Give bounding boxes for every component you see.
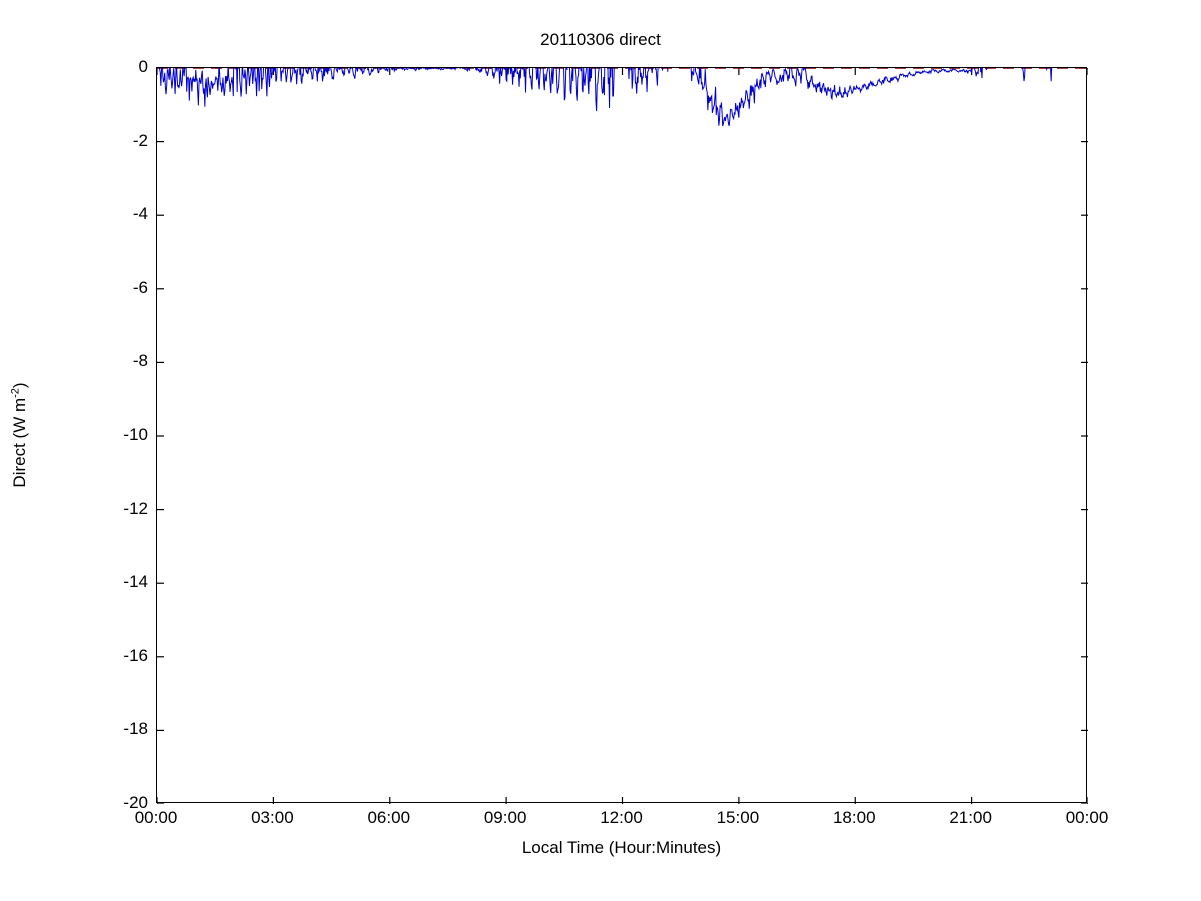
y-tick-label: -6	[132, 277, 148, 297]
x-axis-title: Local Time (Hour:Minutes)	[521, 838, 722, 857]
x-tick-label: 06:00	[367, 808, 411, 827]
y-axis-title-base: Direct (W m	[10, 397, 29, 488]
y-tick-label: 0	[138, 57, 148, 76]
x-tick-label: 00:00	[134, 808, 178, 827]
x-tick-label: 12:00	[600, 808, 643, 827]
y-tick-label: -12	[123, 498, 148, 518]
y-tick-label: -8	[132, 351, 148, 371]
y-axis-title: Direct (W m-2)	[9, 382, 30, 488]
x-tick-label: 15:00	[716, 808, 760, 827]
x-tick-label: 18:00	[832, 808, 876, 827]
plot-svg	[157, 68, 1088, 804]
y-tick-label: -20	[123, 793, 148, 812]
x-tick-label: 00:00	[1065, 808, 1109, 827]
x-tick-label: 21:00	[949, 808, 992, 827]
ticks-group	[157, 68, 1088, 804]
y-tick-label: -10	[123, 425, 148, 444]
y-axis-title-exponent: -2	[9, 388, 22, 398]
y-tick-label: -4	[132, 204, 148, 224]
x-tick-label: 09:00	[483, 808, 527, 827]
y-axis-title-wrapper: Direct (W m-2)	[0, 67, 40, 803]
y-tick-label: -2	[132, 130, 148, 150]
plot-area[interactable]	[156, 67, 1088, 804]
x-axis-tick-labels: 00:00 03:00 06:00 09:00 12:00 15:00 18:00 21:00…	[135, 808, 1109, 834]
y-tick-label: -18	[123, 719, 148, 739]
y-axis-title-close: )	[10, 382, 29, 389]
y-axis-tick-labels: 0 -2 -4 -6 -8 -10 -12 -14 -16 -18 -20	[86, 57, 148, 812]
x-tick-label: 03:00	[251, 808, 294, 827]
y-tick-label: -16	[123, 645, 148, 665]
y-tick-label: -14	[123, 572, 148, 592]
page-title: 20110306 direct	[540, 30, 661, 49]
direct-series-line	[158, 68, 1053, 127]
